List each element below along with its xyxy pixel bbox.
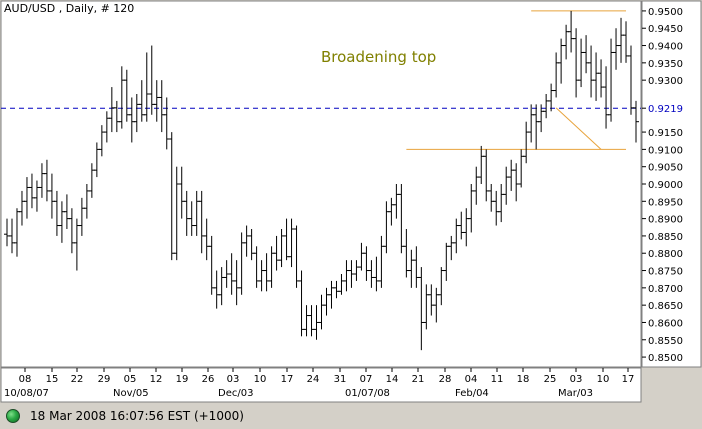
x-tick-label: 21 — [412, 374, 425, 385]
x-tick-label: 04 — [465, 374, 478, 385]
time-axis: 08 15 22 29 05 12 19 26 03 10 17 24 31 07 14 21 28 04 11 18… — [4, 368, 634, 399]
status-timestamp: 18 Mar 2008 16:07:56 EST (+1000) — [30, 409, 244, 423]
x-tick-label: 07 — [360, 374, 373, 385]
green-status-light-icon — [6, 409, 20, 423]
y-tick-label: 0.9350 — [648, 59, 683, 70]
x-tick-label: 10 — [597, 374, 610, 385]
x-tick-label: 17 — [281, 374, 294, 385]
x-tick-label: 14 — [386, 374, 399, 385]
y-tick-label: 0.9150 — [648, 128, 683, 139]
pattern-annotation: Broadening top — [321, 48, 436, 66]
y-tick-label: 0.9100 — [648, 145, 683, 156]
y-tick-label: 0.8550 — [648, 336, 683, 347]
x-tick-label: 29 — [98, 374, 111, 385]
x-tick-label: 19 — [176, 374, 189, 385]
price-axis: 0.8500 0.8550 0.8600 0.8650 0.8700 0.8750 0.88… — [642, 7, 683, 364]
trendlines — [1, 10, 641, 150]
x-tick-label: 22 — [71, 374, 84, 385]
price-bars — [4, 10, 639, 351]
y-tick-label: 0.8500 — [648, 353, 683, 364]
price-axis-panel — [641, 0, 702, 368]
x-tick-label: 25 — [544, 374, 557, 385]
lower-trend-line — [555, 107, 602, 150]
y-tick-label: 0.8950 — [648, 197, 683, 208]
time-axis-panel — [0, 367, 642, 403]
y-tick-label: 0.8700 — [648, 284, 683, 295]
x-tick-label: 03 — [570, 374, 583, 385]
x-month-label: Dec/03 — [218, 388, 253, 399]
chart: AUD/USD , Daily, # 120 Broadening top 0.… — [0, 0, 702, 403]
y-tick-label: 0.9500 — [648, 7, 683, 18]
x-tick-label: 11 — [491, 374, 504, 385]
x-tick-label: 24 — [307, 374, 320, 385]
y-tick-label: 0.8750 — [648, 267, 683, 278]
x-tick-label: 03 — [227, 374, 240, 385]
x-tick-label: 18 — [517, 374, 530, 385]
chart-title: AUD/USD , Daily, # 120 — [4, 2, 134, 15]
y-tick-label: 0.9400 — [648, 42, 683, 53]
y-tick-label: 0.9450 — [648, 24, 683, 35]
x-tick-label: 26 — [202, 374, 215, 385]
y-tick-label: 0.9000 — [648, 180, 683, 191]
x-tick-label: 17 — [622, 374, 635, 385]
y-tick-label: 0.9050 — [648, 163, 683, 174]
x-tick-label: 31 — [334, 374, 347, 385]
y-tick-label: 0.8600 — [648, 318, 683, 329]
x-tick-label: 05 — [124, 374, 137, 385]
status-bar: 18 Mar 2008 16:07:56 EST (+1000) — [0, 403, 702, 429]
x-month-label: 01/07/08 — [345, 388, 390, 399]
y-tick-label: 0.8650 — [648, 301, 683, 312]
x-tick-label: 10 — [254, 374, 267, 385]
x-tick-label: 12 — [150, 374, 163, 385]
y-tick-label: 0.9300 — [648, 76, 683, 87]
x-month-label: Feb/04 — [455, 388, 489, 399]
x-tick-label: 08 — [19, 374, 32, 385]
x-month-label: 10/08/07 — [4, 388, 49, 399]
x-tick-label: 28 — [439, 374, 452, 385]
ohlc-bar — [633, 100, 639, 143]
x-month-label: Mar/03 — [558, 388, 593, 399]
x-tick-label: 15 — [46, 374, 59, 385]
current-price-label: 0.9219 — [648, 104, 683, 115]
x-month-label: Nov/05 — [113, 388, 149, 399]
y-tick-label: 0.8800 — [648, 249, 683, 260]
y-tick-label: 0.8900 — [648, 215, 683, 226]
y-tick-label: 0.8850 — [648, 232, 683, 243]
